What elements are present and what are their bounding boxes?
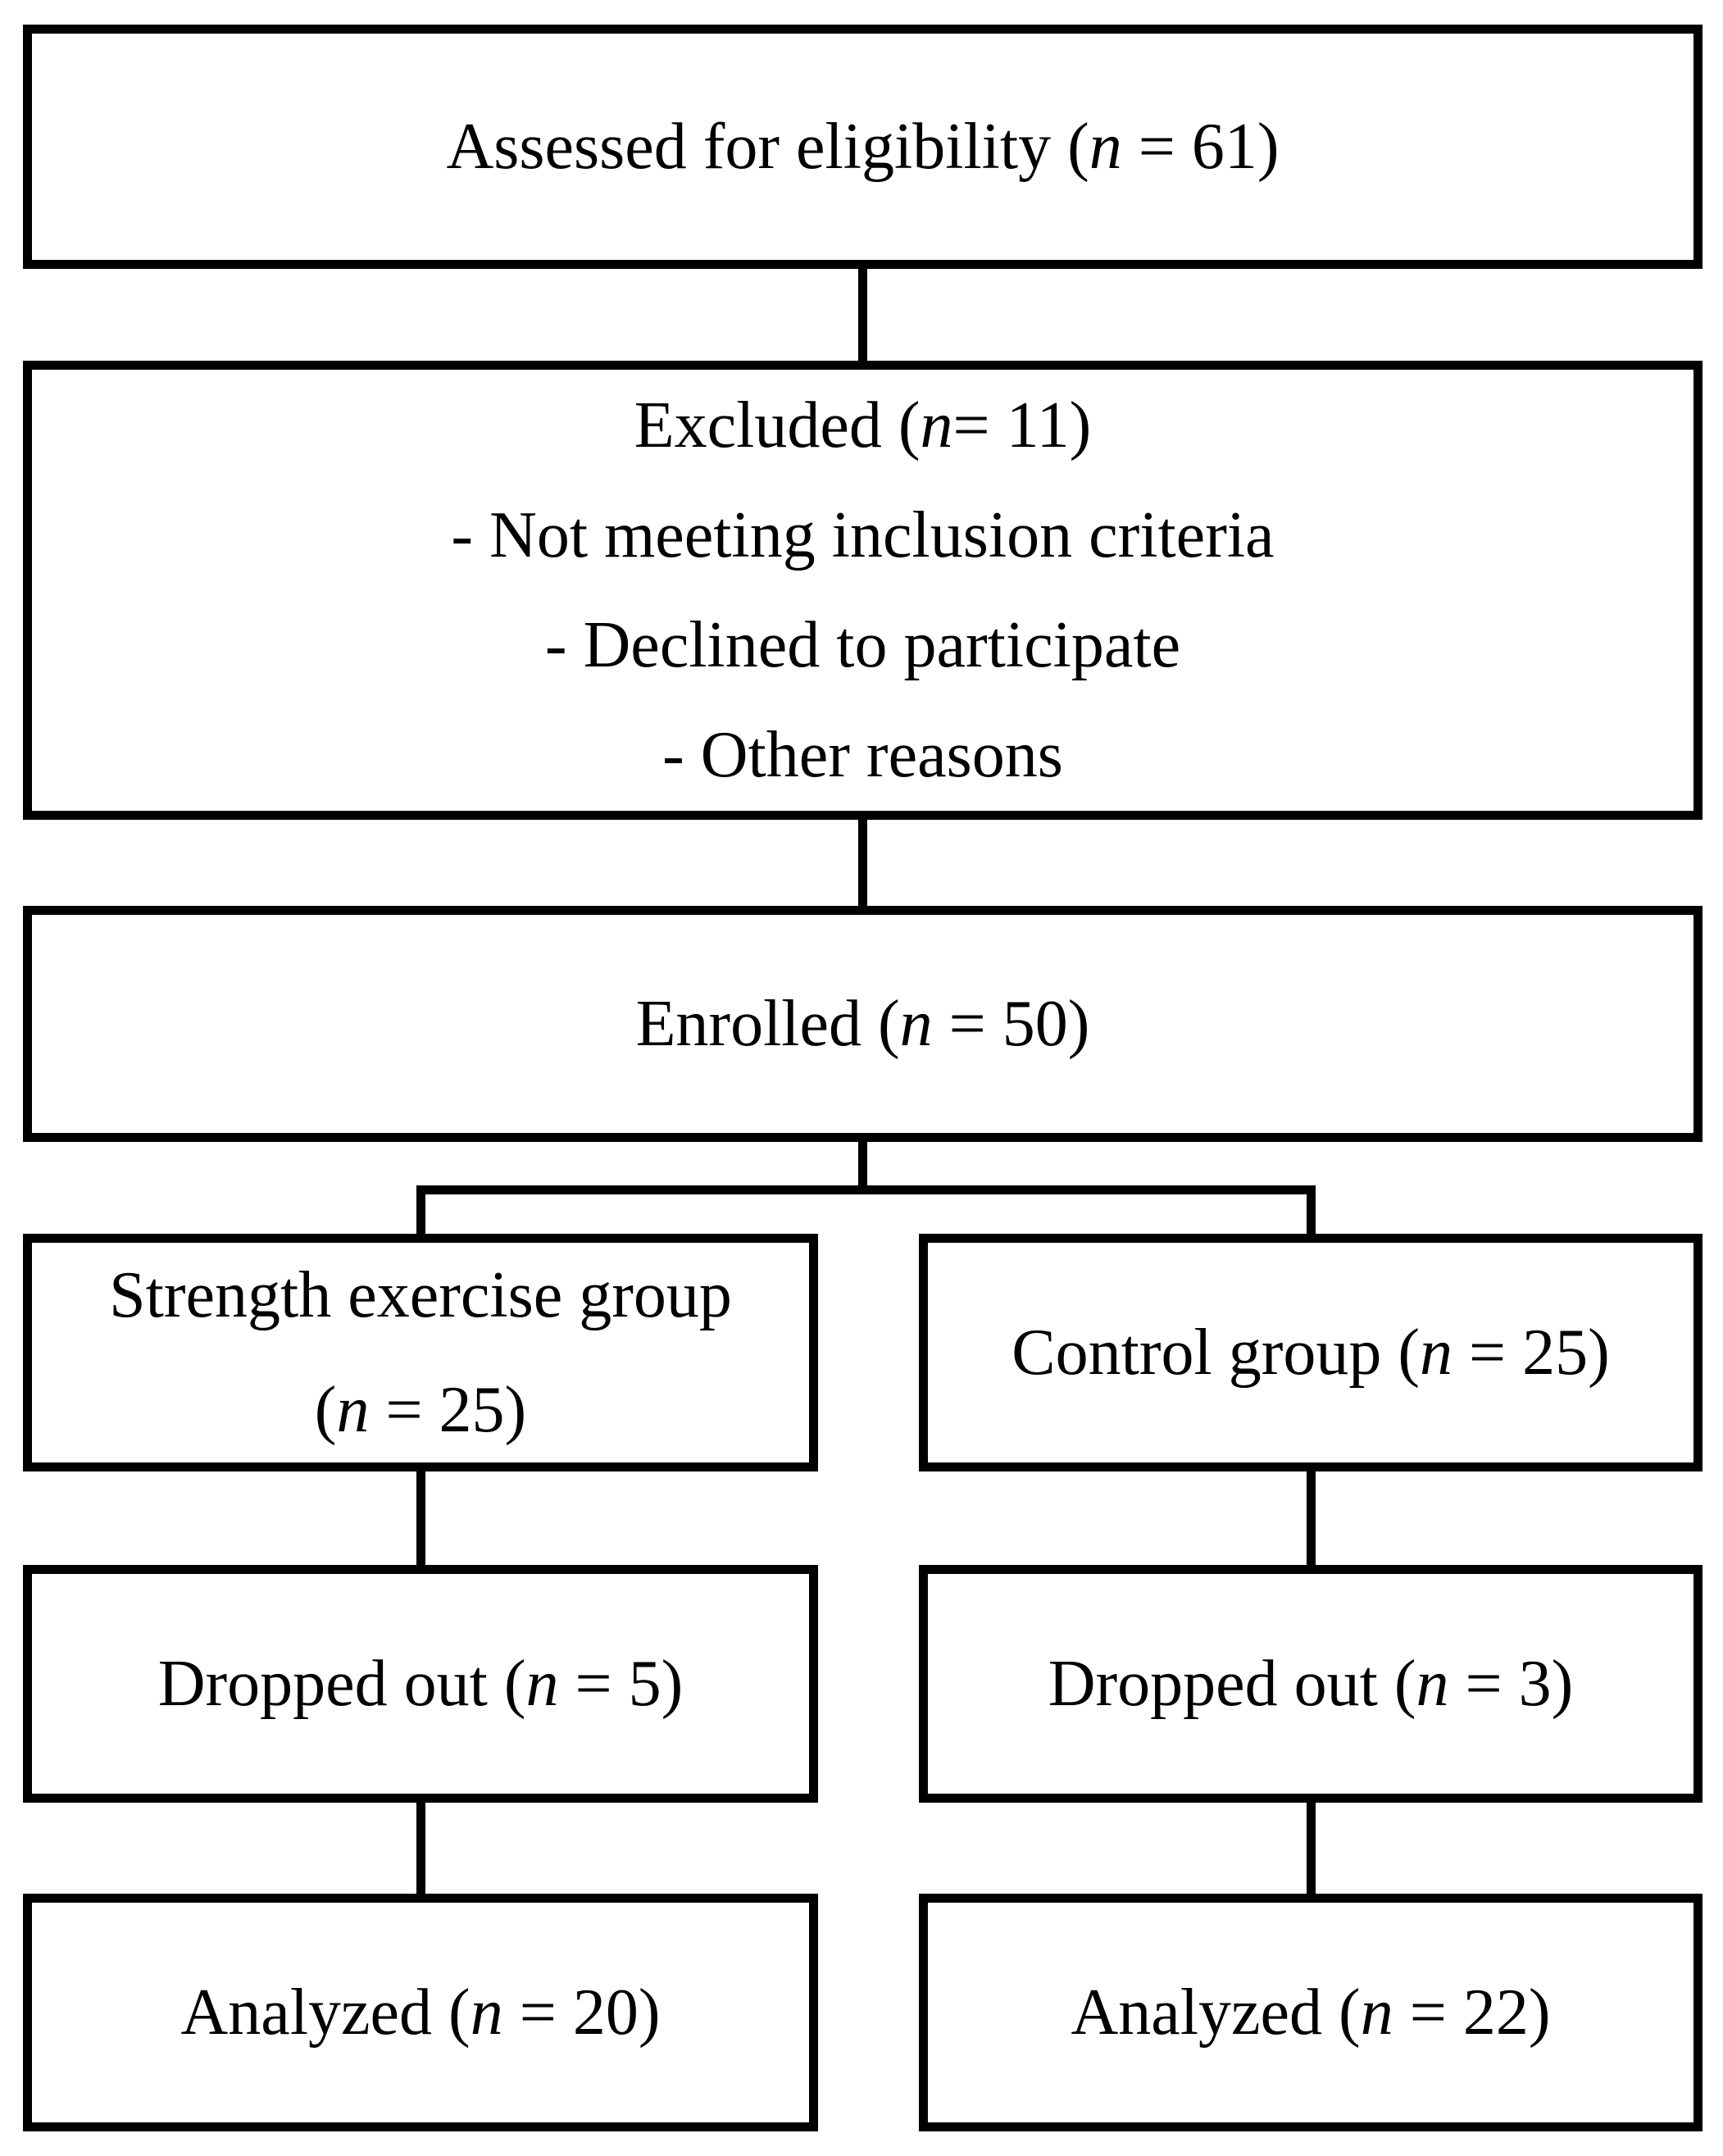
strength-group-name: Strength exercise group: [109, 1259, 732, 1331]
analyzed-control-label: Analyzed (n = 22): [1071, 1976, 1551, 2049]
excluded-title: Excluded (n= 11): [634, 389, 1092, 462]
connector-split-to-strength-group: [416, 1185, 425, 1234]
strength-group-box: Strength exercise group (n = 25): [23, 1234, 818, 1471]
analyzed-control-box: Analyzed (n = 22): [919, 1894, 1703, 2131]
assessed-label: Assessed for eligibility (n = 61): [446, 111, 1280, 183]
control-group-box: Control group (n = 25): [919, 1234, 1703, 1471]
excluded-reason-other: - Other reasons: [662, 719, 1063, 791]
strength-group-count: (n = 25): [314, 1374, 527, 1446]
analyzed-strength-label: Analyzed (n = 20): [180, 1976, 661, 2049]
dropped-out-control-label: Dropped out (n = 3): [1048, 1648, 1574, 1720]
connector-strength-to-dropped: [416, 1471, 425, 1565]
connector-assessed-to-excluded: [858, 269, 867, 361]
dropped-out-strength-label: Dropped out (n = 5): [157, 1648, 684, 1720]
connector-dropped-to-analyzed-control: [1307, 1803, 1316, 1894]
enrolled-label: Enrolled (n = 50): [635, 988, 1090, 1060]
connector-enrolled-to-split: [858, 1142, 867, 1191]
analyzed-strength-box: Analyzed (n = 20): [23, 1894, 818, 2131]
excluded-reason-declined: - Declined to participate: [544, 609, 1181, 681]
connector-split-bar: [416, 1185, 1316, 1194]
control-group-label: Control group (n = 25): [1012, 1317, 1610, 1389]
connector-split-to-control-group: [1307, 1185, 1316, 1234]
enrolled-box: Enrolled (n = 50): [23, 906, 1703, 1142]
dropped-out-control-box: Dropped out (n = 3): [919, 1565, 1703, 1803]
dropped-out-strength-box: Dropped out (n = 5): [23, 1565, 818, 1803]
excluded-reason-not-meeting-criteria: - Not meeting inclusion criteria: [451, 499, 1275, 571]
assessed-box: Assessed for eligibility (n = 61): [23, 25, 1703, 269]
excluded-box: Excluded (n= 11) - Not meeting inclusion…: [23, 361, 1703, 820]
connector-dropped-to-analyzed-strength: [416, 1803, 425, 1894]
connector-excluded-to-enrolled: [858, 820, 867, 906]
connector-control-to-dropped: [1307, 1471, 1316, 1565]
